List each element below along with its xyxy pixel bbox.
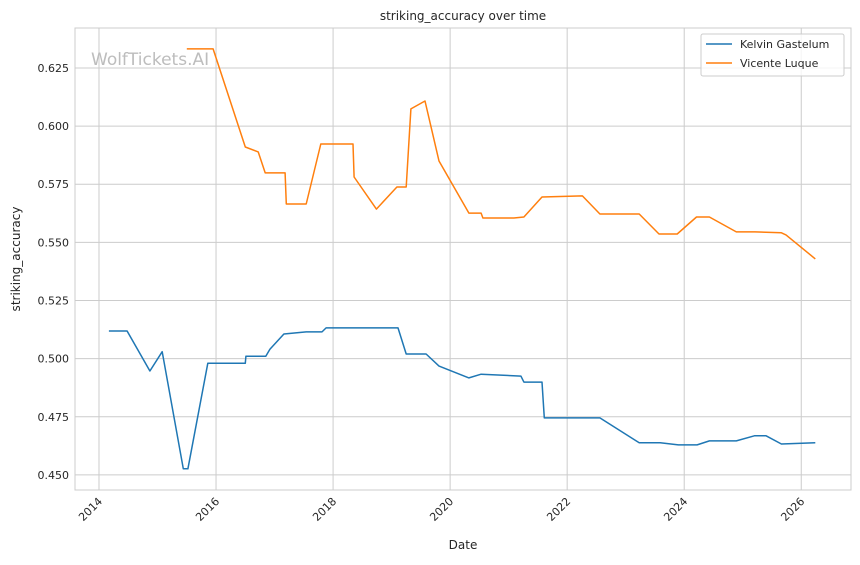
y-axis-label: striking_accuracy [9, 207, 23, 312]
grid [75, 28, 851, 490]
y-tick-label: 0.525 [38, 295, 70, 308]
x-axis-label: Date [449, 538, 478, 552]
legend-label-vicente: Vicente Luque [740, 57, 819, 70]
y-tick-label: 0.500 [38, 353, 70, 366]
y-tick-label: 0.625 [38, 62, 70, 75]
x-tick-label: 2026 [778, 495, 807, 524]
series-lines [108, 48, 816, 470]
y-tick-label: 0.550 [38, 236, 70, 249]
x-tick-label: 2020 [427, 495, 456, 524]
x-tick-label: 2022 [544, 495, 573, 524]
y-tick-label: 0.450 [38, 469, 70, 482]
y-tick-label: 0.600 [38, 120, 70, 133]
legend-box [700, 33, 845, 77]
tick-labels: 2014 2016 2018 2020 2022 2024 2026 0.450 0.475 0.… [38, 62, 808, 524]
y-tick-label: 0.575 [38, 178, 70, 191]
legend: Kelvin Gastelum Vicente Luque [700, 33, 845, 77]
series-line-kelvin-gastelum [108, 327, 816, 470]
x-tick-label: 2024 [661, 495, 690, 524]
y-tick-label: 0.475 [38, 411, 70, 424]
plot-frame [74, 27, 852, 491]
legend-label-kelvin: Kelvin Gastelum [740, 38, 829, 51]
x-tick-label: 2018 [310, 495, 339, 524]
chart-title: striking_accuracy over time [380, 9, 546, 23]
x-tick-label: 2014 [76, 495, 105, 524]
series-line-vicente-luque [186, 48, 816, 260]
watermark: WolfTickets.AI [91, 50, 209, 70]
x-tick-label: 2016 [193, 495, 222, 524]
